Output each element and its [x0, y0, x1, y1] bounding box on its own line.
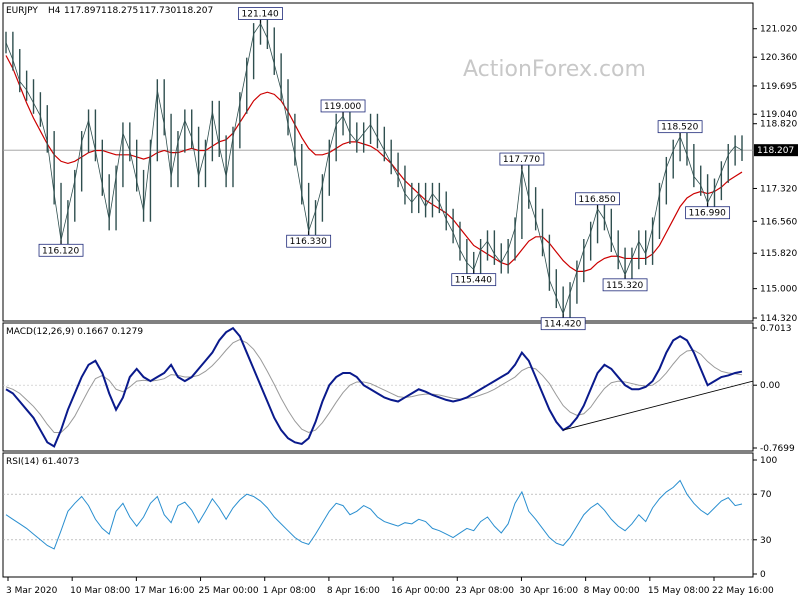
swing-label-box: [685, 206, 731, 220]
current-price-label: 118.207: [757, 146, 794, 156]
moving-average-line: [5, 55, 743, 272]
macd-trendline: [563, 380, 754, 431]
current-price-box: [754, 144, 798, 157]
swing-label-box: [238, 7, 283, 20]
price-tick-label: 117.320: [760, 184, 797, 194]
price-tick-label: 115.820: [760, 249, 797, 259]
swing-label: 115.320: [606, 281, 643, 291]
swing-label-box: [451, 273, 497, 287]
swing-label: 117.770: [503, 155, 540, 165]
swing-label: 119.000: [324, 102, 361, 112]
price-series-line: [5, 22, 743, 315]
x-tick-label: 10 Mar 08:00: [70, 586, 130, 596]
chart-header-close: 118.207: [176, 6, 213, 16]
swing-label: 116.120: [42, 246, 79, 256]
macd-line: [5, 326, 743, 448]
price-tick-label: 121.020: [760, 25, 797, 35]
rsi-tick-label: 100: [760, 456, 777, 466]
swing-label-box: [286, 234, 332, 248]
chart-header-low: 117.730: [139, 6, 176, 16]
swing-label-box: [499, 152, 545, 166]
swing-label: 115.440: [455, 276, 492, 286]
chart-header-symbol: EURJPY: [6, 6, 38, 16]
price-tick-label: 119.695: [760, 82, 797, 92]
macd-tick-label: 0.7013: [760, 324, 792, 334]
chart-header-timeframe: H4: [48, 6, 61, 16]
price-tick-label: 114.320: [760, 314, 797, 324]
swing-label-box: [320, 99, 366, 113]
x-tick-label: 1 Apr 08:00: [263, 586, 316, 596]
swing-label: 114.420: [544, 320, 581, 330]
swing-label: 121.140: [242, 10, 279, 20]
x-tick-label: 23 Apr 08:00: [455, 586, 514, 596]
chart-header-high: 118.275: [101, 6, 138, 16]
price-tick-label: 118.820: [760, 120, 797, 130]
swing-label: 116.850: [579, 195, 616, 205]
price-tick-label: 116.560: [760, 217, 797, 227]
x-tick-label: 15 May 08:00: [648, 586, 710, 596]
macd-title: MACD(12,26,9) 0.1667 0.1279: [6, 327, 143, 337]
rsi-tick-label: 70: [760, 490, 772, 500]
swing-label-box: [38, 243, 84, 257]
x-tick-label: 16 Apr 00:00: [391, 586, 450, 596]
x-tick-label: 17 Mar 16:00: [134, 586, 194, 596]
price-tick-label: 115.000: [760, 285, 797, 295]
price-panel-frame: [2, 2, 754, 322]
price-tick-label: 119.040: [760, 110, 797, 120]
rsi-tick-label: 30: [760, 536, 772, 546]
rsi-title: RSI(14) 61.4073: [6, 457, 79, 467]
rsi-line: [5, 479, 743, 550]
price-tick-label: 120.360: [760, 53, 797, 63]
x-tick-label: 25 Mar 00:00: [199, 586, 259, 596]
rsi-tick-label: 0: [760, 570, 766, 580]
x-tick-label: 22 May 16:00: [712, 586, 774, 596]
swing-label: 118.520: [661, 123, 698, 133]
macd-signal-line: [5, 338, 743, 434]
x-tick-label: 30 Apr 16:00: [519, 586, 578, 596]
swing-label-box: [540, 317, 586, 331]
swing-label-box: [657, 120, 703, 134]
x-tick-label: 8 Apr 16:00: [327, 586, 380, 596]
x-tick-label: 8 May 00:00: [584, 586, 640, 596]
swing-label-box: [575, 192, 620, 206]
rsi-panel-frame: [2, 452, 754, 578]
x-tick-label: 3 Mar 2020: [6, 586, 58, 596]
swing-label: 116.330: [290, 237, 327, 247]
swing-label: 116.990: [689, 209, 726, 219]
macd-tick-label: 0.00: [760, 381, 780, 391]
watermark: ActionForex.com: [463, 57, 646, 82]
macd-tick-label: -0.7699: [760, 444, 795, 454]
swing-label-box: [602, 278, 648, 292]
chart-header-open: 117.897: [64, 6, 101, 16]
